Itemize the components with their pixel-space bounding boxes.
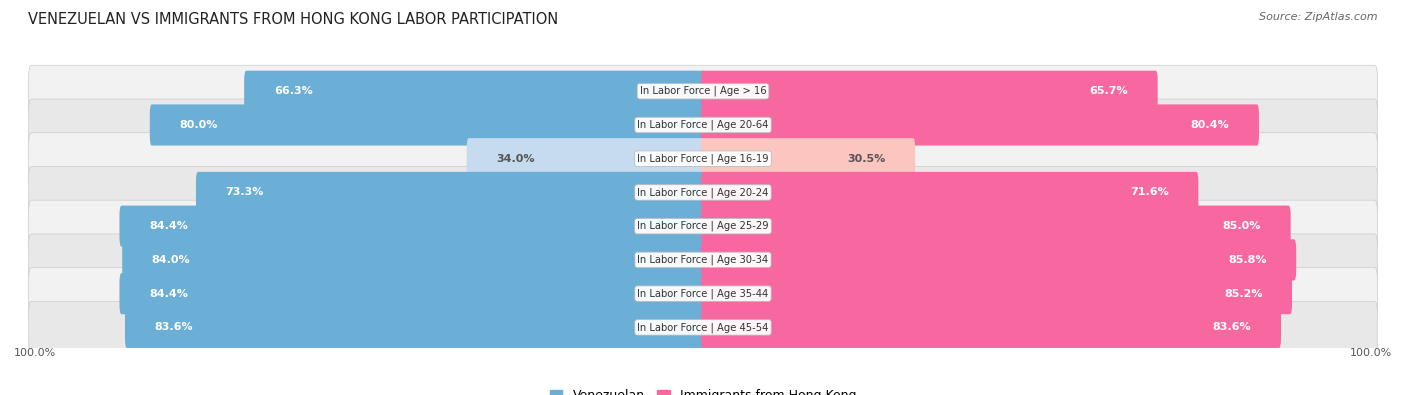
FancyBboxPatch shape: [28, 301, 1378, 354]
FancyBboxPatch shape: [702, 307, 1281, 348]
Text: 84.0%: 84.0%: [152, 255, 190, 265]
Text: VENEZUELAN VS IMMIGRANTS FROM HONG KONG LABOR PARTICIPATION: VENEZUELAN VS IMMIGRANTS FROM HONG KONG …: [28, 12, 558, 27]
Text: 71.6%: 71.6%: [1130, 188, 1168, 198]
FancyBboxPatch shape: [120, 273, 704, 314]
Legend: Venezuelan, Immigrants from Hong Kong: Venezuelan, Immigrants from Hong Kong: [546, 384, 860, 395]
FancyBboxPatch shape: [702, 104, 1258, 145]
Text: 65.7%: 65.7%: [1090, 86, 1128, 96]
Text: 80.0%: 80.0%: [180, 120, 218, 130]
Text: 84.4%: 84.4%: [149, 289, 188, 299]
FancyBboxPatch shape: [702, 239, 1296, 280]
Text: In Labor Force | Age 35-44: In Labor Force | Age 35-44: [637, 288, 769, 299]
FancyBboxPatch shape: [702, 205, 1291, 247]
FancyBboxPatch shape: [702, 273, 1292, 314]
FancyBboxPatch shape: [702, 138, 915, 179]
Text: 73.3%: 73.3%: [225, 188, 264, 198]
Text: 83.6%: 83.6%: [1213, 322, 1251, 332]
Text: 84.4%: 84.4%: [149, 221, 188, 231]
Text: 66.3%: 66.3%: [274, 86, 312, 96]
FancyBboxPatch shape: [195, 172, 704, 213]
FancyBboxPatch shape: [28, 65, 1378, 117]
FancyBboxPatch shape: [467, 138, 704, 179]
FancyBboxPatch shape: [28, 99, 1378, 151]
FancyBboxPatch shape: [28, 133, 1378, 185]
FancyBboxPatch shape: [28, 268, 1378, 320]
FancyBboxPatch shape: [28, 200, 1378, 252]
Text: 85.8%: 85.8%: [1227, 255, 1267, 265]
FancyBboxPatch shape: [702, 71, 1157, 112]
FancyBboxPatch shape: [702, 172, 1198, 213]
Text: 83.6%: 83.6%: [155, 322, 193, 332]
Text: In Labor Force | Age 45-54: In Labor Force | Age 45-54: [637, 322, 769, 333]
Text: 34.0%: 34.0%: [496, 154, 534, 164]
FancyBboxPatch shape: [28, 166, 1378, 218]
Text: 80.4%: 80.4%: [1191, 120, 1229, 130]
FancyBboxPatch shape: [245, 71, 704, 112]
FancyBboxPatch shape: [122, 239, 704, 280]
Text: In Labor Force | Age 25-29: In Labor Force | Age 25-29: [637, 221, 769, 231]
FancyBboxPatch shape: [125, 307, 704, 348]
Text: Source: ZipAtlas.com: Source: ZipAtlas.com: [1260, 12, 1378, 22]
Text: 85.0%: 85.0%: [1223, 221, 1261, 231]
Text: In Labor Force | Age > 16: In Labor Force | Age > 16: [640, 86, 766, 96]
Text: In Labor Force | Age 20-24: In Labor Force | Age 20-24: [637, 187, 769, 198]
FancyBboxPatch shape: [150, 104, 704, 145]
Text: 85.2%: 85.2%: [1223, 289, 1263, 299]
Text: 30.5%: 30.5%: [848, 154, 886, 164]
Text: In Labor Force | Age 16-19: In Labor Force | Age 16-19: [637, 154, 769, 164]
FancyBboxPatch shape: [28, 234, 1378, 286]
FancyBboxPatch shape: [120, 205, 704, 247]
Text: 100.0%: 100.0%: [1350, 348, 1392, 358]
Text: In Labor Force | Age 20-64: In Labor Force | Age 20-64: [637, 120, 769, 130]
Text: 100.0%: 100.0%: [14, 348, 56, 358]
Text: In Labor Force | Age 30-34: In Labor Force | Age 30-34: [637, 255, 769, 265]
